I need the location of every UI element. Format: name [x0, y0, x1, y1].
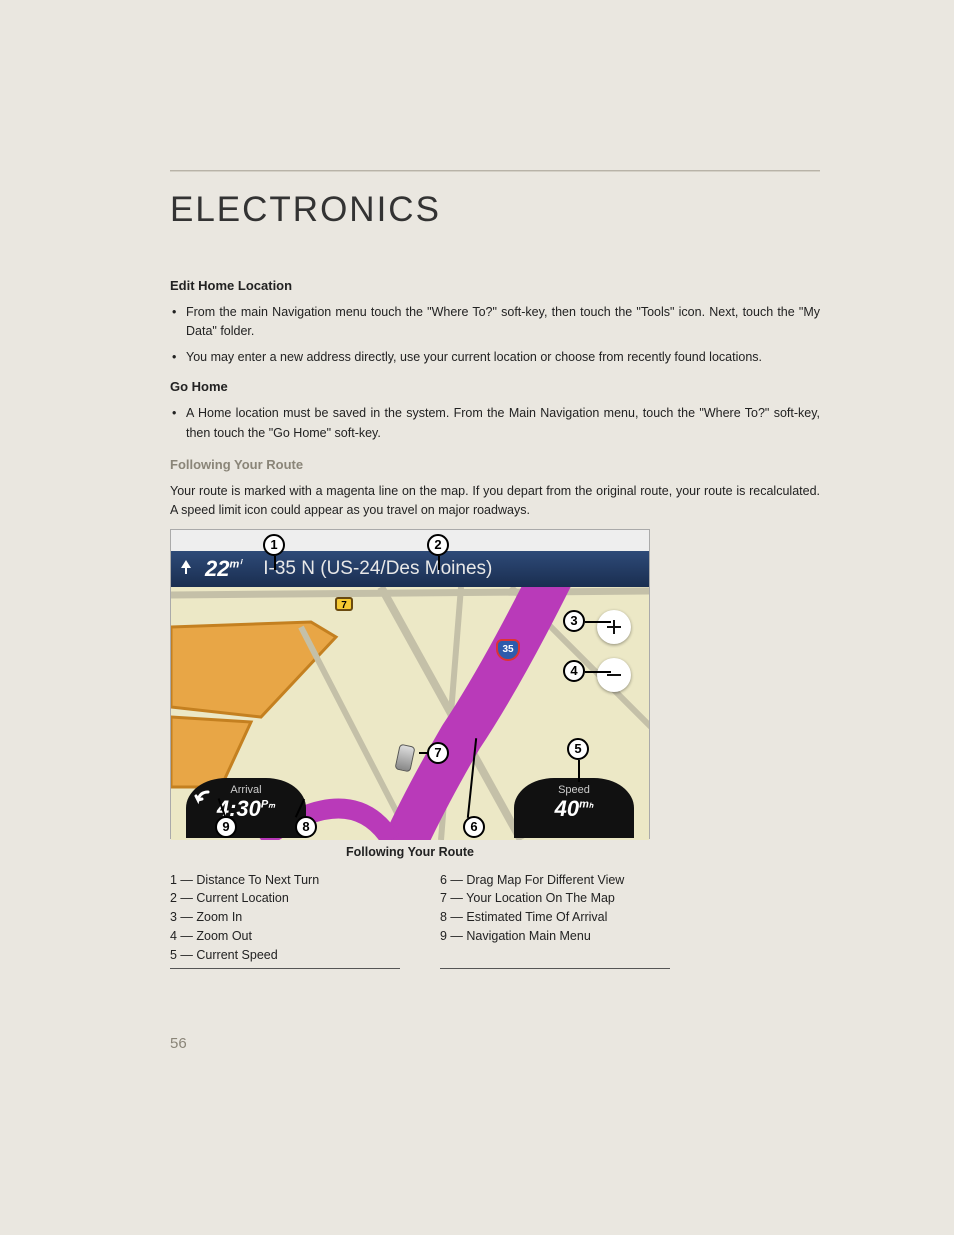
- callout-tail: [585, 621, 611, 623]
- legend-col-right: 6 — Drag Map For Different View 7 — Your…: [440, 871, 670, 970]
- heading-edit-home: Edit Home Location: [170, 278, 820, 293]
- chapter-title: ELECTRONICS: [170, 190, 820, 230]
- minus-icon: [605, 666, 623, 684]
- legend-item: 4 — Zoom Out: [170, 927, 400, 946]
- legend-item: 6 — Drag Map For Different View: [440, 871, 670, 890]
- callout-tail: [274, 556, 276, 570]
- heading-go-home: Go Home: [170, 379, 820, 394]
- callout-tail: [585, 671, 611, 673]
- callout-1: 1: [263, 534, 285, 556]
- legend-item: 1 — Distance To Next Turn: [170, 871, 400, 890]
- bullet-item: A Home location must be saved in the sys…: [170, 404, 820, 443]
- bullet-item: You may enter a new address directly, us…: [170, 348, 820, 367]
- speed-number: 40: [555, 796, 579, 821]
- heading-following-route: Following Your Route: [170, 457, 820, 472]
- callout-8: 8: [295, 816, 317, 838]
- legend-col-left: 1 — Distance To Next Turn 2 — Current Lo…: [170, 871, 400, 970]
- legend-item: 3 — Zoom In: [170, 908, 400, 927]
- legend-item: 2 — Current Location: [170, 889, 400, 908]
- turn-icon: [177, 558, 195, 579]
- highway-shield: 35: [496, 639, 520, 661]
- poi-marker: 7: [335, 597, 353, 611]
- callout-tail: [438, 556, 440, 570]
- nav-topbar: 22mⁱ I-35 N (US-24/Des Moines): [171, 551, 649, 587]
- edit-home-bullets: From the main Navigation menu touch the …: [170, 303, 820, 367]
- legend-item: 8 — Estimated Time Of Arrival: [440, 908, 670, 927]
- callout-5: 5: [567, 738, 589, 760]
- callout-4: 4: [563, 660, 585, 682]
- following-route-body: Your route is marked with a magenta line…: [170, 482, 820, 521]
- arrival-suffix: Pₘ: [261, 798, 275, 810]
- zoom-in-button[interactable]: [597, 610, 631, 644]
- legend-item: 9 — Navigation Main Menu: [440, 927, 670, 946]
- go-home-bullets: A Home location must be saved in the sys…: [170, 404, 820, 443]
- current-road-label: I-35 N (US-24/Des Moines): [263, 558, 492, 580]
- callout-7: 7: [427, 742, 449, 764]
- speed-label: Speed: [514, 784, 634, 796]
- zoom-out-button[interactable]: [597, 658, 631, 692]
- distance-unit: mⁱ: [229, 558, 241, 570]
- callout-6: 6: [463, 816, 485, 838]
- distance-value: 22: [205, 556, 229, 581]
- callout-tail: [578, 760, 580, 782]
- callout-2: 2: [427, 534, 449, 556]
- page-content: ELECTRONICS Edit Home Location From the …: [170, 115, 820, 969]
- callout-9: 9: [215, 816, 237, 838]
- arrival-pod[interactable]: Arrival 4:30Pₘ: [186, 778, 306, 838]
- nav-screenshot-figure: 22mⁱ I-35 N (US-24/Des Moines) 35: [170, 529, 650, 839]
- speed-pod[interactable]: Speed 40mₕ: [514, 778, 634, 838]
- distance-to-turn: 22mⁱ: [205, 556, 241, 582]
- speed-suffix: mₕ: [579, 798, 593, 810]
- figure-legend: 1 — Distance To Next Turn 2 — Current Lo…: [170, 871, 670, 970]
- legend-item: 5 — Current Speed: [170, 946, 400, 965]
- back-arrow-icon: [194, 788, 218, 808]
- legend-item: 7 — Your Location On The Map: [440, 889, 670, 908]
- figure-caption: Following Your Route: [170, 845, 650, 859]
- bullet-item: From the main Navigation menu touch the …: [170, 303, 820, 342]
- callout-3: 3: [563, 610, 585, 632]
- page-number: 56: [170, 1035, 187, 1052]
- figure-top-strip: [171, 530, 649, 551]
- speed-value: 40mₕ: [514, 796, 634, 822]
